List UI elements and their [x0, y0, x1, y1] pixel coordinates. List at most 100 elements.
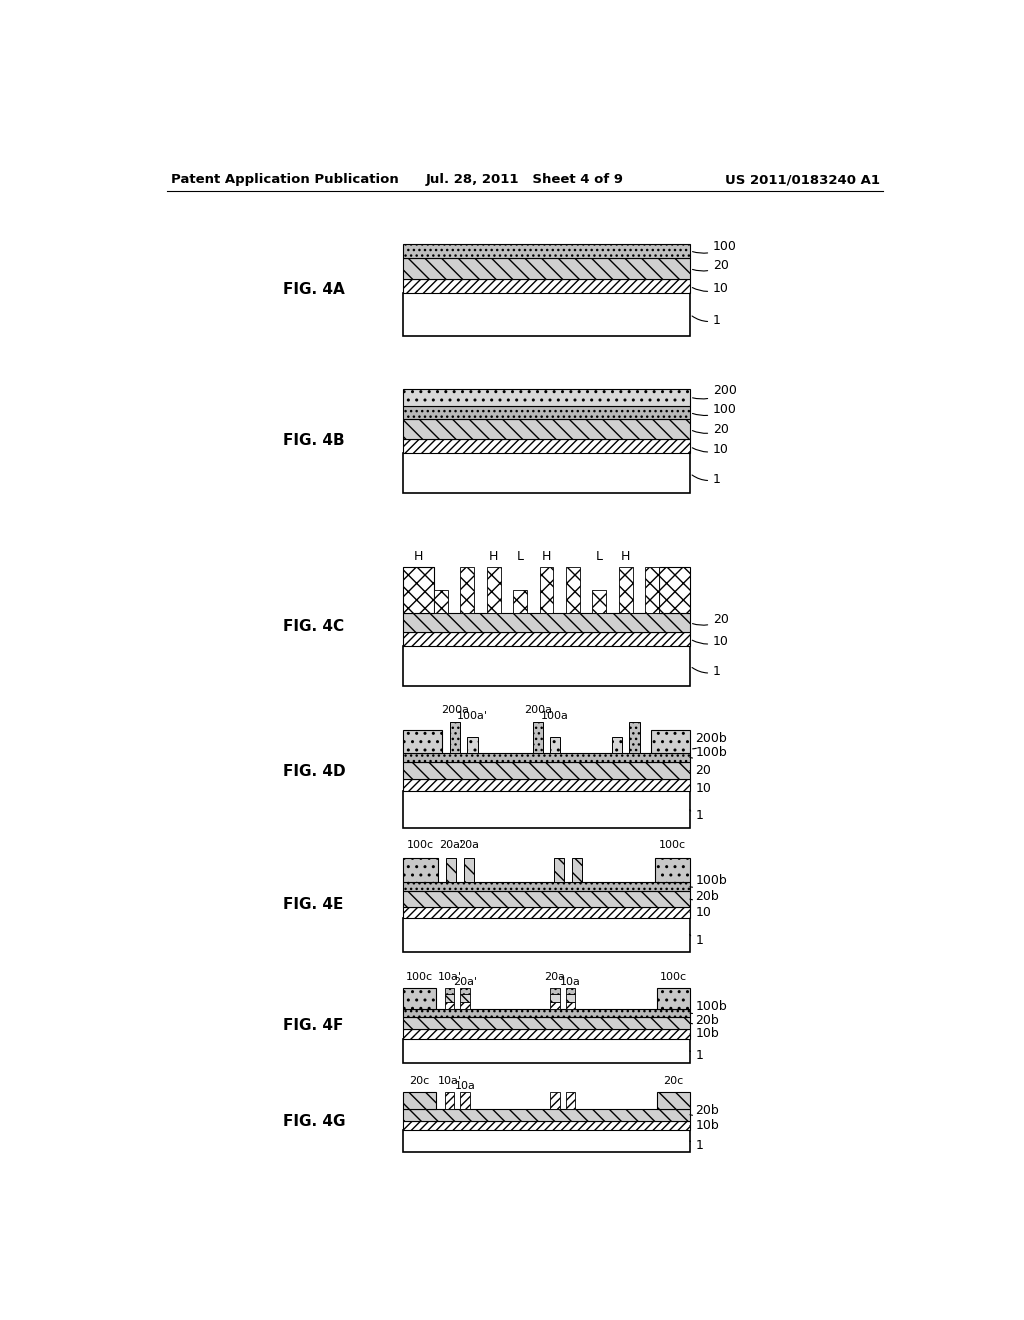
- Text: H: H: [542, 550, 551, 564]
- Bar: [645, 568, 658, 614]
- Bar: [461, 994, 470, 1002]
- Text: 100a: 100a: [541, 711, 569, 721]
- Bar: [403, 244, 690, 257]
- Bar: [445, 1092, 455, 1109]
- Text: 20a': 20a': [438, 841, 463, 850]
- Bar: [550, 738, 560, 752]
- Bar: [445, 987, 455, 994]
- Bar: [550, 1002, 560, 1010]
- Text: 1: 1: [692, 473, 721, 486]
- Bar: [403, 1010, 690, 1016]
- Text: 10a': 10a': [437, 972, 462, 982]
- Text: 100c: 100c: [407, 841, 434, 850]
- Bar: [403, 1039, 690, 1063]
- Bar: [532, 722, 544, 752]
- Text: FIG. 4C: FIG. 4C: [283, 619, 344, 634]
- Text: 20b: 20b: [690, 890, 719, 903]
- Bar: [464, 858, 474, 882]
- Text: FIG. 4F: FIG. 4F: [283, 1018, 343, 1034]
- Bar: [461, 987, 470, 994]
- Text: 200: 200: [692, 384, 737, 399]
- Bar: [550, 994, 560, 1002]
- Bar: [403, 882, 690, 891]
- Bar: [618, 568, 633, 614]
- Bar: [403, 420, 690, 440]
- Bar: [403, 1109, 690, 1121]
- Text: L: L: [596, 550, 603, 564]
- Text: 1: 1: [690, 935, 703, 948]
- Text: 20c: 20c: [664, 1076, 684, 1086]
- Bar: [403, 405, 690, 420]
- Bar: [566, 568, 580, 614]
- Text: 10: 10: [692, 282, 729, 296]
- Text: 1: 1: [690, 809, 703, 822]
- Text: 100a': 100a': [457, 711, 487, 721]
- Text: 1: 1: [692, 314, 721, 327]
- Text: 20: 20: [692, 612, 729, 626]
- Text: 100c: 100c: [660, 972, 687, 982]
- Text: 100b: 100b: [690, 874, 727, 887]
- Text: 10a: 10a: [560, 977, 581, 986]
- Text: 20b: 20b: [690, 1105, 719, 1118]
- Text: 20b: 20b: [690, 1014, 719, 1027]
- Bar: [566, 994, 575, 1002]
- Bar: [658, 568, 690, 614]
- Text: H: H: [621, 550, 630, 564]
- Bar: [403, 792, 690, 829]
- Bar: [629, 722, 640, 752]
- Bar: [450, 722, 461, 752]
- Text: 20a': 20a': [453, 977, 477, 986]
- Text: 20a: 20a: [545, 972, 565, 982]
- Text: 1: 1: [690, 1049, 703, 1063]
- Bar: [566, 1002, 575, 1010]
- Bar: [403, 858, 438, 882]
- Bar: [611, 738, 623, 752]
- Bar: [566, 1092, 575, 1109]
- Text: FIG. 4G: FIG. 4G: [283, 1114, 345, 1129]
- Bar: [403, 293, 690, 335]
- Text: 20c: 20c: [410, 1076, 429, 1086]
- Bar: [403, 614, 690, 632]
- Text: 1: 1: [690, 1139, 703, 1152]
- Text: 1: 1: [692, 665, 721, 678]
- Text: H: H: [414, 550, 423, 564]
- Bar: [657, 987, 690, 1010]
- Text: 20: 20: [690, 764, 712, 777]
- Text: 100c: 100c: [406, 972, 433, 982]
- Text: 10: 10: [690, 781, 712, 795]
- Text: 10: 10: [690, 906, 712, 919]
- Bar: [403, 917, 690, 952]
- Text: 100b: 100b: [690, 1001, 727, 1014]
- Text: H: H: [489, 550, 499, 564]
- Bar: [651, 730, 690, 752]
- Bar: [403, 907, 690, 917]
- Text: US 2011/0183240 A1: US 2011/0183240 A1: [725, 173, 880, 186]
- Text: 10b: 10b: [690, 1119, 719, 1133]
- Text: L: L: [517, 550, 523, 564]
- Text: 10a: 10a: [455, 1081, 475, 1090]
- Text: 100b: 100b: [690, 746, 727, 759]
- Bar: [467, 738, 477, 752]
- Text: FIG. 4D: FIG. 4D: [283, 764, 346, 779]
- Bar: [445, 1002, 455, 1010]
- Text: FIG. 4B: FIG. 4B: [283, 433, 345, 449]
- Bar: [540, 568, 554, 614]
- Text: FIG. 4E: FIG. 4E: [283, 898, 343, 912]
- Text: 10b: 10b: [690, 1027, 719, 1040]
- Bar: [445, 994, 455, 1002]
- Bar: [461, 1002, 470, 1010]
- Bar: [550, 987, 560, 994]
- Text: 10: 10: [692, 444, 729, 455]
- Bar: [403, 280, 690, 293]
- Bar: [657, 1092, 690, 1109]
- Text: 200a: 200a: [524, 705, 552, 715]
- Text: Jul. 28, 2011   Sheet 4 of 9: Jul. 28, 2011 Sheet 4 of 9: [426, 173, 624, 186]
- Bar: [486, 568, 501, 614]
- Bar: [403, 568, 434, 614]
- Bar: [403, 779, 690, 792]
- Bar: [403, 632, 690, 645]
- Bar: [550, 1092, 560, 1109]
- Bar: [403, 730, 442, 752]
- Bar: [461, 1092, 470, 1109]
- Bar: [403, 891, 690, 907]
